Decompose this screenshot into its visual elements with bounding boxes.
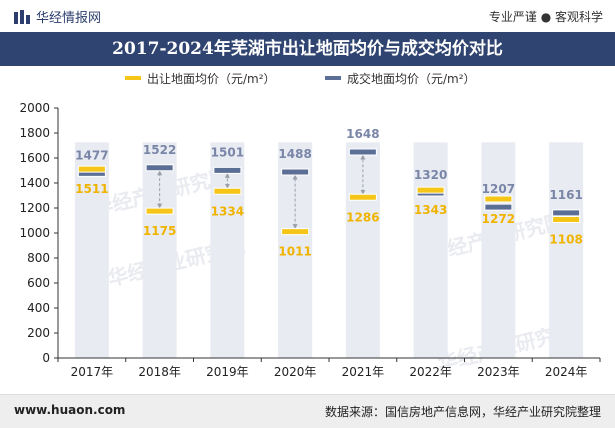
- y-tick-label: 800: [27, 251, 50, 265]
- deal-price-mark: [146, 165, 173, 171]
- category-column: [74, 142, 109, 358]
- deal-price-label: 1207: [482, 182, 515, 196]
- sale-price-mark: [146, 208, 173, 214]
- deal-price-mark: [282, 169, 309, 175]
- legend: 出让地面均价（元/m²） 成交地面均价（元/m²）: [125, 71, 476, 86]
- site-url: www.huaon.com: [14, 403, 126, 417]
- sale-price-mark: [485, 196, 512, 202]
- y-tick-label: 600: [27, 276, 50, 290]
- x-tick-label: 2024年: [545, 365, 588, 379]
- sale-price-mark: [282, 229, 309, 235]
- deal-price-mark: [78, 170, 105, 176]
- y-tick-label: 1600: [19, 151, 50, 165]
- x-tick-label: 2019年: [206, 365, 249, 379]
- category-column: [549, 142, 584, 358]
- deal-price-mark: [553, 210, 580, 216]
- y-tick-label: 400: [27, 301, 50, 315]
- deal-price-mark: [349, 149, 376, 155]
- sale-price-mark: [417, 187, 444, 193]
- category-column: [413, 142, 448, 358]
- bar-chart-logo-icon: [14, 9, 30, 24]
- legend-swatch: [325, 76, 341, 80]
- deal-price-label: 1648: [346, 127, 379, 141]
- legend-swatch: [125, 76, 141, 80]
- top-bar: 华经情报网 专业严谨 ● 客观科学: [0, 0, 615, 32]
- brand: 华经情报网: [14, 7, 101, 26]
- deal-price-label: 1488: [278, 147, 311, 161]
- sale-price-label: 1343: [414, 203, 447, 217]
- chart-title: 2017-2024年芜湖市出让地面均价与成交均价对比: [112, 39, 503, 59]
- legend-label: 出让地面均价（元/m²）: [147, 72, 276, 86]
- x-tick-label: 2018年: [138, 365, 181, 379]
- y-tick-label: 200: [27, 326, 50, 340]
- category-column: [210, 142, 245, 358]
- chart: 华经产业研究院华经产业研究院华经产业研究院华经产业研究院 出让地面均价（元/m²…: [19, 71, 601, 379]
- sale-price-label: 1511: [75, 182, 108, 196]
- y-tick-label: 1200: [19, 201, 50, 215]
- deal-price-mark: [485, 204, 512, 210]
- data-source: 数据来源：国信房地产信息网，华经产业研究院整理: [324, 405, 601, 419]
- x-tick-label: 2020年: [274, 365, 317, 379]
- sale-price-label: 1175: [143, 224, 176, 238]
- deal-price-label: 1161: [549, 188, 582, 202]
- deal-price-label: 1522: [143, 143, 176, 157]
- y-tick-label: 0: [42, 351, 50, 365]
- marks: [77, 148, 581, 236]
- columns: [74, 142, 584, 358]
- sale-price-mark: [553, 217, 580, 222]
- sale-price-label: 1272: [482, 212, 515, 226]
- y-tick-label: 2000: [19, 101, 50, 115]
- x-tick-label: 2023年: [477, 365, 520, 379]
- brand-name: 华经情报网: [36, 11, 102, 26]
- footer: www.huaon.com 数据来源：国信房地产信息网，华经产业研究院整理: [0, 394, 615, 428]
- deal-price-mark: [214, 167, 241, 173]
- deal-price-label: 1501: [211, 145, 244, 159]
- deal-price-label: 1477: [75, 148, 108, 162]
- sale-price-mark: [78, 166, 105, 172]
- sale-price-label: 1108: [549, 233, 582, 247]
- sale-price-label: 1286: [346, 210, 379, 224]
- x-tick-label: 2021年: [342, 365, 385, 379]
- x-tick-label: 2022年: [409, 365, 452, 379]
- sale-price-mark: [349, 194, 376, 200]
- y-tick-label: 1800: [19, 126, 50, 140]
- legend-label: 成交地面均价（元/m²）: [347, 71, 476, 86]
- connectors: [157, 154, 366, 230]
- title-bar: 2017-2024年芜湖市出让地面均价与成交均价对比: [0, 32, 615, 66]
- x-tick-label: 2017年: [71, 365, 114, 379]
- category-column: [481, 142, 516, 358]
- sale-price-mark: [214, 188, 241, 194]
- slogan: 专业严谨 ● 客观科学: [488, 10, 603, 24]
- sale-price-label: 1011: [278, 245, 311, 259]
- sale-price-label: 1334: [211, 204, 244, 218]
- data-labels: 1477 1511 1522 1175 1501 1334 1488 1011 1648 1286…: [75, 127, 583, 259]
- y-tick-label: 1400: [19, 176, 50, 190]
- y-tick-label: 1000: [19, 226, 50, 240]
- axes: 0 200 400 600 800 1000 1200 1400 1600 1800 2000 201…: [19, 101, 601, 379]
- deal-price-label: 1320: [414, 168, 447, 182]
